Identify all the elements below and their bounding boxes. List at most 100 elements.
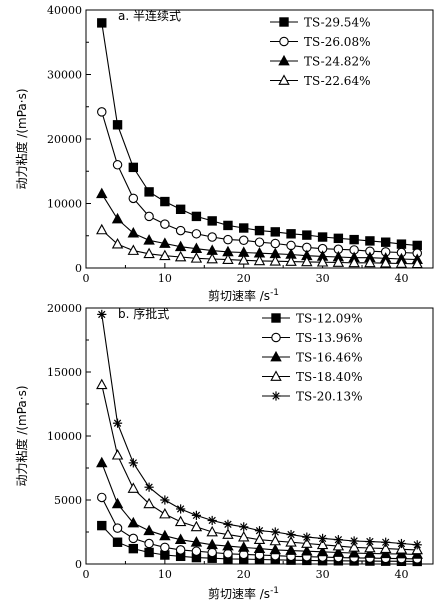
data-point <box>144 211 154 222</box>
series-TS-29.54% <box>97 18 422 251</box>
data-point <box>144 482 154 492</box>
data-point <box>144 187 154 197</box>
data-point <box>222 528 234 539</box>
data-point <box>97 492 107 503</box>
data-point <box>207 547 217 558</box>
asterisk-stroke <box>129 459 137 467</box>
x-tick-label: 20 <box>237 272 251 285</box>
y-tick-label: 10000 <box>47 430 82 443</box>
series-TS-18.40% <box>96 378 423 555</box>
legend-marker <box>278 74 290 85</box>
legend-label: TS-16.46% <box>296 351 362 365</box>
data-point <box>96 223 108 235</box>
data-point <box>222 539 234 551</box>
data-point <box>160 219 170 229</box>
y-tick-label: 15000 <box>47 366 82 379</box>
data-point <box>396 239 407 249</box>
data-point <box>269 534 281 546</box>
series-TS-22.64% <box>96 223 423 269</box>
data-point <box>97 309 107 319</box>
asterisk-stroke <box>145 483 153 491</box>
x-axis-title-superscript: -1 <box>270 288 279 298</box>
data-point <box>112 160 123 170</box>
data-point <box>270 238 281 249</box>
data-point <box>96 187 108 199</box>
data-point <box>364 541 376 553</box>
data-point <box>160 542 170 553</box>
data-point <box>207 232 217 242</box>
data-point <box>127 244 140 255</box>
y-tick-label: 20000 <box>47 133 82 146</box>
data-point <box>317 533 328 543</box>
series-line <box>101 314 418 546</box>
data-point <box>333 233 344 244</box>
asterisk-stroke <box>350 537 358 545</box>
y-tick-label: 0 <box>75 558 82 571</box>
data-point <box>332 256 345 267</box>
legend-marker <box>270 370 282 381</box>
x-tick-label: 20 <box>237 568 251 581</box>
data-point <box>175 545 186 555</box>
y-tick-label: 20000 <box>47 302 82 315</box>
x-tick-label: 10 <box>158 272 172 285</box>
data-point <box>128 458 138 468</box>
data-point <box>365 236 375 246</box>
data-point <box>111 449 124 460</box>
data-point <box>301 537 313 548</box>
data-point <box>380 237 391 247</box>
x-tick-label: 40 <box>394 272 408 285</box>
data-point <box>112 537 123 547</box>
legend-label: TS-12.09% <box>296 312 362 326</box>
data-point <box>96 378 108 390</box>
series-TS-16.46% <box>96 456 423 559</box>
asterisk-stroke <box>176 505 185 513</box>
data-point <box>379 547 392 559</box>
data-point <box>286 529 296 540</box>
chart-panel-a: 0 10 20 30 40 0 10000 20000 30000 40000 a. 半连续式剪切速… <box>14 4 434 303</box>
series-TS-20.13% <box>97 309 422 550</box>
data-point <box>111 497 124 509</box>
chart-title: b. 序批式 <box>118 306 169 321</box>
data-point <box>128 162 139 173</box>
data-point <box>254 526 265 536</box>
data-point <box>159 529 171 541</box>
y-tick-label: 0 <box>75 262 82 275</box>
data-point <box>160 495 170 505</box>
x-tick-label: 30 <box>316 272 330 285</box>
data-point <box>332 546 345 557</box>
data-point <box>316 545 329 557</box>
data-point <box>176 504 186 514</box>
data-point <box>112 523 123 533</box>
data-point <box>111 212 124 224</box>
legend-marker <box>271 332 281 343</box>
data-point <box>160 196 170 207</box>
chart-panel-b: 0 10 20 30 40 0 5000 10000 15000 20000 b. 序批式剪切速率 … <box>14 302 434 601</box>
data-point <box>285 536 297 547</box>
data-point <box>239 522 249 532</box>
data-point <box>364 547 376 558</box>
data-point <box>207 216 217 226</box>
data-point <box>143 247 155 259</box>
data-point <box>191 211 202 222</box>
data-point <box>159 249 171 261</box>
data-point <box>348 546 360 558</box>
data-point <box>175 204 186 215</box>
data-point <box>316 538 329 550</box>
y-tick-label: 40000 <box>47 4 82 17</box>
legend-marker <box>271 313 281 323</box>
data-point <box>238 254 250 265</box>
data-point <box>143 497 155 509</box>
data-point <box>96 456 108 468</box>
data-point <box>128 193 139 204</box>
asterisk-stroke <box>287 530 295 539</box>
legend: TS-29.54% TS-26.08% TS-24.82% TS-22.64% <box>270 16 370 88</box>
data-point <box>411 257 423 269</box>
data-point <box>159 237 171 248</box>
x-axis-title: 剪切速率 /s-1 <box>208 288 279 303</box>
data-point <box>223 519 233 529</box>
data-point <box>127 227 140 238</box>
data-point <box>191 510 202 520</box>
asterisk-stroke <box>397 539 406 548</box>
data-point <box>191 546 202 556</box>
